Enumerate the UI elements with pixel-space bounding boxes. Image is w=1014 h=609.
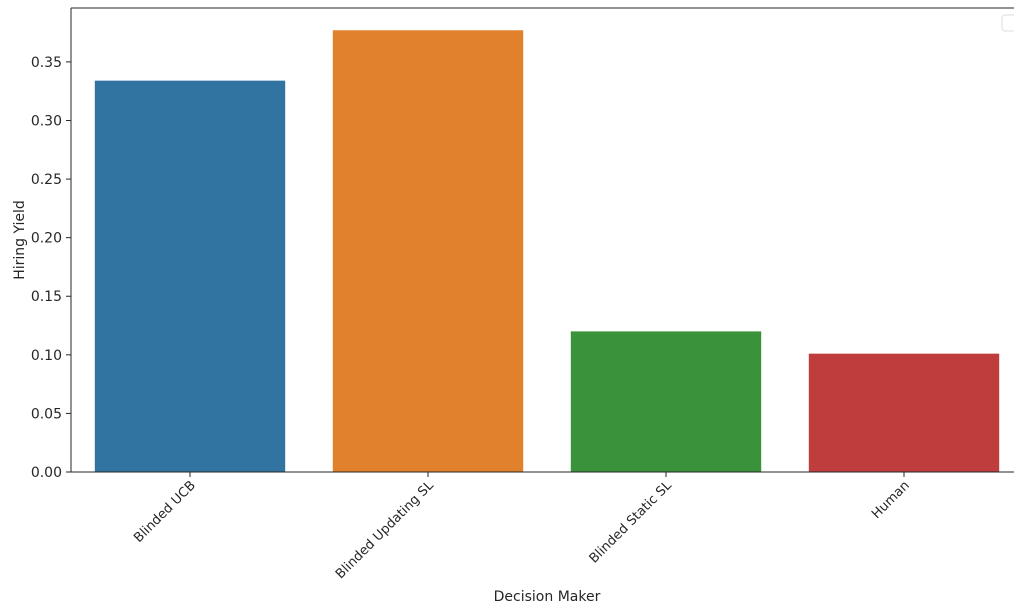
y-tick-label: 0.25 [31, 172, 62, 188]
x-tick-label: Blinded Static SL [587, 478, 676, 567]
x-tick-label: Blinded Updating SL [333, 478, 437, 582]
legend-box [1001, 14, 1014, 32]
bar [570, 331, 762, 472]
y-tick-label: 0.20 [31, 231, 62, 247]
y-tick-label: 0.30 [31, 113, 62, 129]
bar [94, 80, 286, 473]
y-tick-label: 0.10 [31, 348, 62, 364]
y-tick-label: 0.15 [31, 289, 62, 305]
y-axis-label: Hiring Yield [12, 200, 28, 280]
bar [332, 30, 524, 472]
x-axis-label: Decision Maker [494, 589, 601, 605]
y-tick-label: 0.00 [31, 465, 62, 481]
y-tick-label: 0.05 [31, 406, 62, 422]
bar [808, 353, 1000, 472]
x-tick-label: Human [869, 478, 913, 522]
y-tick-label: 0.35 [31, 55, 62, 71]
x-tick-label: Blinded UCB [131, 478, 199, 546]
